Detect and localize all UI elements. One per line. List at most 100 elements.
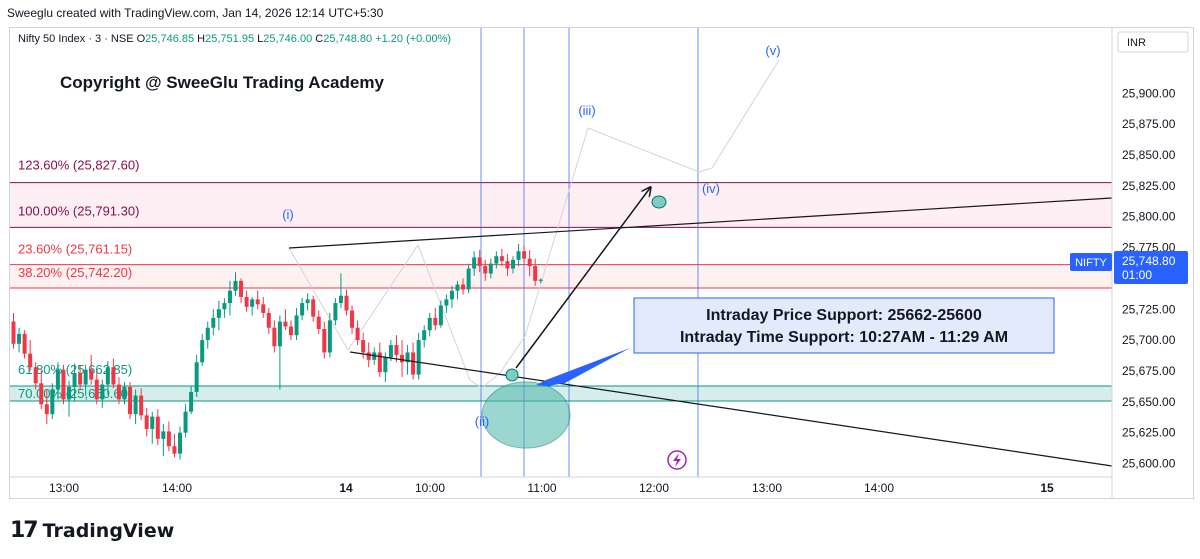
candle-body (311, 299, 316, 317)
candle-body (511, 259, 515, 269)
candle-body (477, 257, 482, 267)
wave-label: (i) (282, 207, 294, 222)
x-tick-label: 13:00 (752, 481, 782, 495)
y-tick-label: 25,800.00 (1122, 210, 1176, 224)
ohlc-legend: Nifty 50 Index · 3 · NSE O25,746.85 H25,… (18, 33, 451, 45)
candle-body (394, 345, 399, 355)
y-tick-label: 25,650.00 (1122, 395, 1176, 409)
candle-body (205, 327, 210, 341)
x-tick-label: 10:00 (415, 481, 445, 495)
candle-body (183, 411, 188, 433)
legend-l-label: L (257, 33, 263, 45)
candle-body (33, 367, 38, 384)
candle-body (111, 367, 116, 385)
candle-body (100, 384, 105, 400)
candle-body (189, 391, 194, 412)
fib-zone-61-70 (10, 385, 1112, 402)
trendline-upper (288, 197, 1113, 249)
chart-svg[interactable]: 123.60% (25,827.60) 100.00% (25,791.30) 23… (0, 0, 1200, 500)
legend-change: +1.20 (+0.00%) (375, 33, 451, 45)
price-tag-value: 25,748.80 (1122, 254, 1176, 268)
fib-level-label: 123.60% (25,827.60) (18, 158, 139, 173)
y-tick-label: 25,700.00 (1122, 333, 1176, 347)
candle-body (455, 284, 460, 291)
candle-body (499, 256, 504, 262)
wave-label: (iv) (702, 181, 720, 196)
candle-body (244, 296, 249, 307)
candle-body (44, 404, 49, 415)
candle-body (55, 369, 60, 390)
candle-body (438, 305, 443, 326)
y-tick-label: 25,725.00 (1122, 302, 1176, 316)
candle-body (122, 386, 127, 400)
candle-body (488, 263, 493, 274)
candle-body (411, 352, 416, 375)
x-tick-label: 12:00 (639, 481, 669, 495)
candle-body (533, 266, 538, 281)
callout-arrow (536, 348, 630, 386)
candle-body (94, 379, 99, 400)
bolt-icon-circle (667, 450, 687, 470)
candle-body (466, 268, 471, 290)
y-tick-label: 25,675.00 (1122, 364, 1176, 378)
candle-body (444, 299, 449, 306)
candle-body (50, 389, 55, 415)
price-tag (1114, 251, 1188, 284)
candle-body (227, 290, 232, 304)
x-tick-label: 14:00 (162, 481, 192, 495)
candle-body (289, 326, 293, 336)
candle-body (222, 303, 227, 310)
chart-frame (9, 27, 1194, 499)
candle-body (78, 373, 83, 385)
price-tag-countdown: 01:00 (1122, 268, 1152, 282)
bolt-icon-path (673, 453, 681, 467)
candle-body (216, 309, 221, 318)
candle-body (17, 333, 22, 344)
candle-body (139, 395, 144, 416)
legend-c-value: 25,748.80 (323, 33, 375, 45)
tradingview-logo-icon: 17 (10, 518, 39, 543)
candle-body (67, 386, 71, 400)
impulse-arrow (515, 188, 650, 369)
candle-body (72, 373, 77, 387)
candle-body (522, 251, 527, 259)
candle-body (377, 352, 382, 373)
candle-body (494, 256, 499, 264)
fib-level-label: 23.60% (25,761.15) (18, 242, 132, 257)
candle-body (211, 317, 216, 328)
candle-body (116, 384, 121, 400)
candle-body (250, 299, 255, 307)
info-box-line2: Intraday Time Support: 10:27AM - 11:29 A… (680, 329, 1008, 346)
candle-body (422, 330, 427, 341)
symbol-tag-label: NIFTY (1075, 257, 1107, 269)
x-tick-label: 11:00 (527, 481, 556, 495)
candle-body (427, 317, 432, 331)
tradingview-logo[interactable]: 17 TradingView (10, 518, 174, 543)
tradingview-wordmark: TradingView (42, 519, 175, 542)
legend-o-label: O (137, 33, 146, 45)
fib-level-label: 100.00% (25,791.30) (18, 203, 139, 218)
currency-box (1117, 31, 1189, 53)
candle-body (200, 340, 205, 363)
y-tick-label: 25,875.00 (1122, 117, 1176, 131)
y-tick-label: 25,900.00 (1122, 86, 1176, 100)
candle-body (83, 369, 88, 385)
footer-bar (0, 500, 1200, 559)
candle-body (527, 258, 532, 267)
candle-body (338, 295, 343, 304)
candle-body (172, 446, 177, 454)
fib-level-label: 38.20% (25,742.20) (18, 265, 132, 280)
candle-body (261, 304, 266, 313)
fib-level-label: 61.80% (25,662.85) (18, 362, 132, 377)
info-box (633, 297, 1055, 354)
candle-body (144, 415, 149, 429)
trendline-lower (349, 351, 1113, 467)
y-tick-label: 25,625.00 (1122, 426, 1176, 440)
candle-body (61, 369, 66, 400)
legend-symbol: Nifty 50 Index · 3 · NSE (18, 33, 137, 45)
y-tick-label: 25,600.00 (1122, 457, 1176, 471)
x-tick-label: 13:00 (49, 481, 79, 495)
legend-h-label: H (197, 33, 205, 45)
candle-body (155, 416, 160, 439)
candle-body (178, 432, 182, 454)
